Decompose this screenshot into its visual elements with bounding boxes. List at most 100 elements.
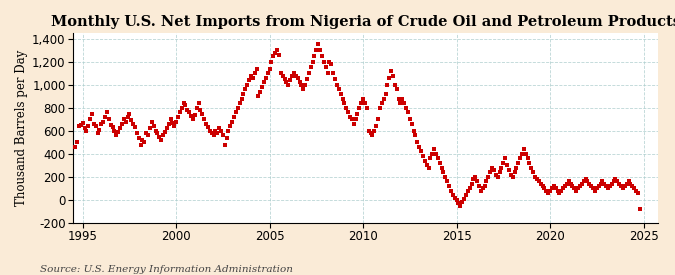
Point <box>186 114 196 118</box>
Point <box>621 182 632 186</box>
Point <box>605 184 616 188</box>
Point <box>466 182 477 186</box>
Point <box>103 117 114 122</box>
Point <box>545 188 556 193</box>
Point <box>229 115 240 119</box>
Point <box>429 147 439 152</box>
Point <box>142 133 153 138</box>
Point <box>508 175 518 179</box>
Point <box>105 123 116 127</box>
Point <box>248 76 259 80</box>
Point <box>70 145 80 149</box>
Point <box>550 186 561 191</box>
Point <box>627 184 638 188</box>
Point <box>438 170 449 174</box>
Point <box>77 120 88 125</box>
Point <box>404 117 415 122</box>
Point <box>113 130 124 134</box>
Point <box>569 186 580 191</box>
Point <box>552 188 563 193</box>
Point <box>595 182 606 186</box>
Point <box>94 127 105 132</box>
Point <box>137 138 148 142</box>
Point <box>109 129 120 133</box>
Point <box>337 96 348 101</box>
Point <box>180 103 191 108</box>
Point <box>285 78 296 82</box>
Point <box>150 129 161 133</box>
Point <box>541 188 551 193</box>
Point <box>329 77 340 81</box>
Point <box>489 168 500 172</box>
Point <box>275 71 286 75</box>
Point <box>266 59 277 64</box>
Point <box>234 101 245 105</box>
Point <box>176 106 187 110</box>
Point <box>134 136 144 140</box>
Point <box>610 177 621 181</box>
Point <box>448 193 458 197</box>
Point <box>494 170 505 174</box>
Point <box>418 154 429 158</box>
Point <box>263 71 273 75</box>
Point <box>198 117 209 122</box>
Point <box>375 106 385 110</box>
Point <box>96 122 107 126</box>
Point <box>321 65 331 70</box>
Point <box>620 184 630 188</box>
Point <box>348 122 359 126</box>
Point <box>107 125 118 130</box>
Point <box>300 82 310 87</box>
Point <box>509 170 520 174</box>
Point <box>273 53 284 57</box>
Point <box>163 122 174 126</box>
Point <box>443 184 454 188</box>
Point <box>161 126 172 131</box>
Point <box>511 166 522 170</box>
Point <box>586 184 597 188</box>
Point <box>270 50 281 55</box>
Point <box>242 82 252 87</box>
Point <box>520 152 531 156</box>
Point <box>470 175 481 179</box>
Point <box>571 188 582 193</box>
Point <box>361 106 372 110</box>
Point <box>281 80 292 85</box>
Point <box>526 166 537 170</box>
Point <box>328 71 339 75</box>
Point <box>238 92 249 96</box>
Point <box>182 108 193 112</box>
Point <box>205 129 215 133</box>
Point <box>292 76 303 80</box>
Point <box>392 87 402 92</box>
Point <box>178 101 189 105</box>
Point <box>184 110 194 115</box>
Point <box>395 101 406 105</box>
Point <box>373 117 383 122</box>
Point <box>498 161 509 165</box>
Point <box>345 115 356 119</box>
Point <box>227 119 238 124</box>
Point <box>481 179 492 184</box>
Point <box>331 82 342 87</box>
Point <box>412 140 423 144</box>
Point <box>556 188 567 193</box>
Point <box>423 166 434 170</box>
Point <box>158 133 169 138</box>
Point <box>378 96 389 101</box>
Point <box>193 101 204 105</box>
Point <box>118 117 129 122</box>
Point <box>339 101 350 105</box>
Point <box>90 124 101 128</box>
Point <box>462 188 473 193</box>
Point <box>277 73 288 78</box>
Point <box>354 106 364 110</box>
Point <box>88 122 99 126</box>
Point <box>548 184 559 188</box>
Point <box>83 124 94 128</box>
Point <box>427 152 437 156</box>
Point <box>522 156 533 161</box>
Point <box>367 133 378 138</box>
Point <box>287 73 298 78</box>
Point <box>200 122 211 126</box>
